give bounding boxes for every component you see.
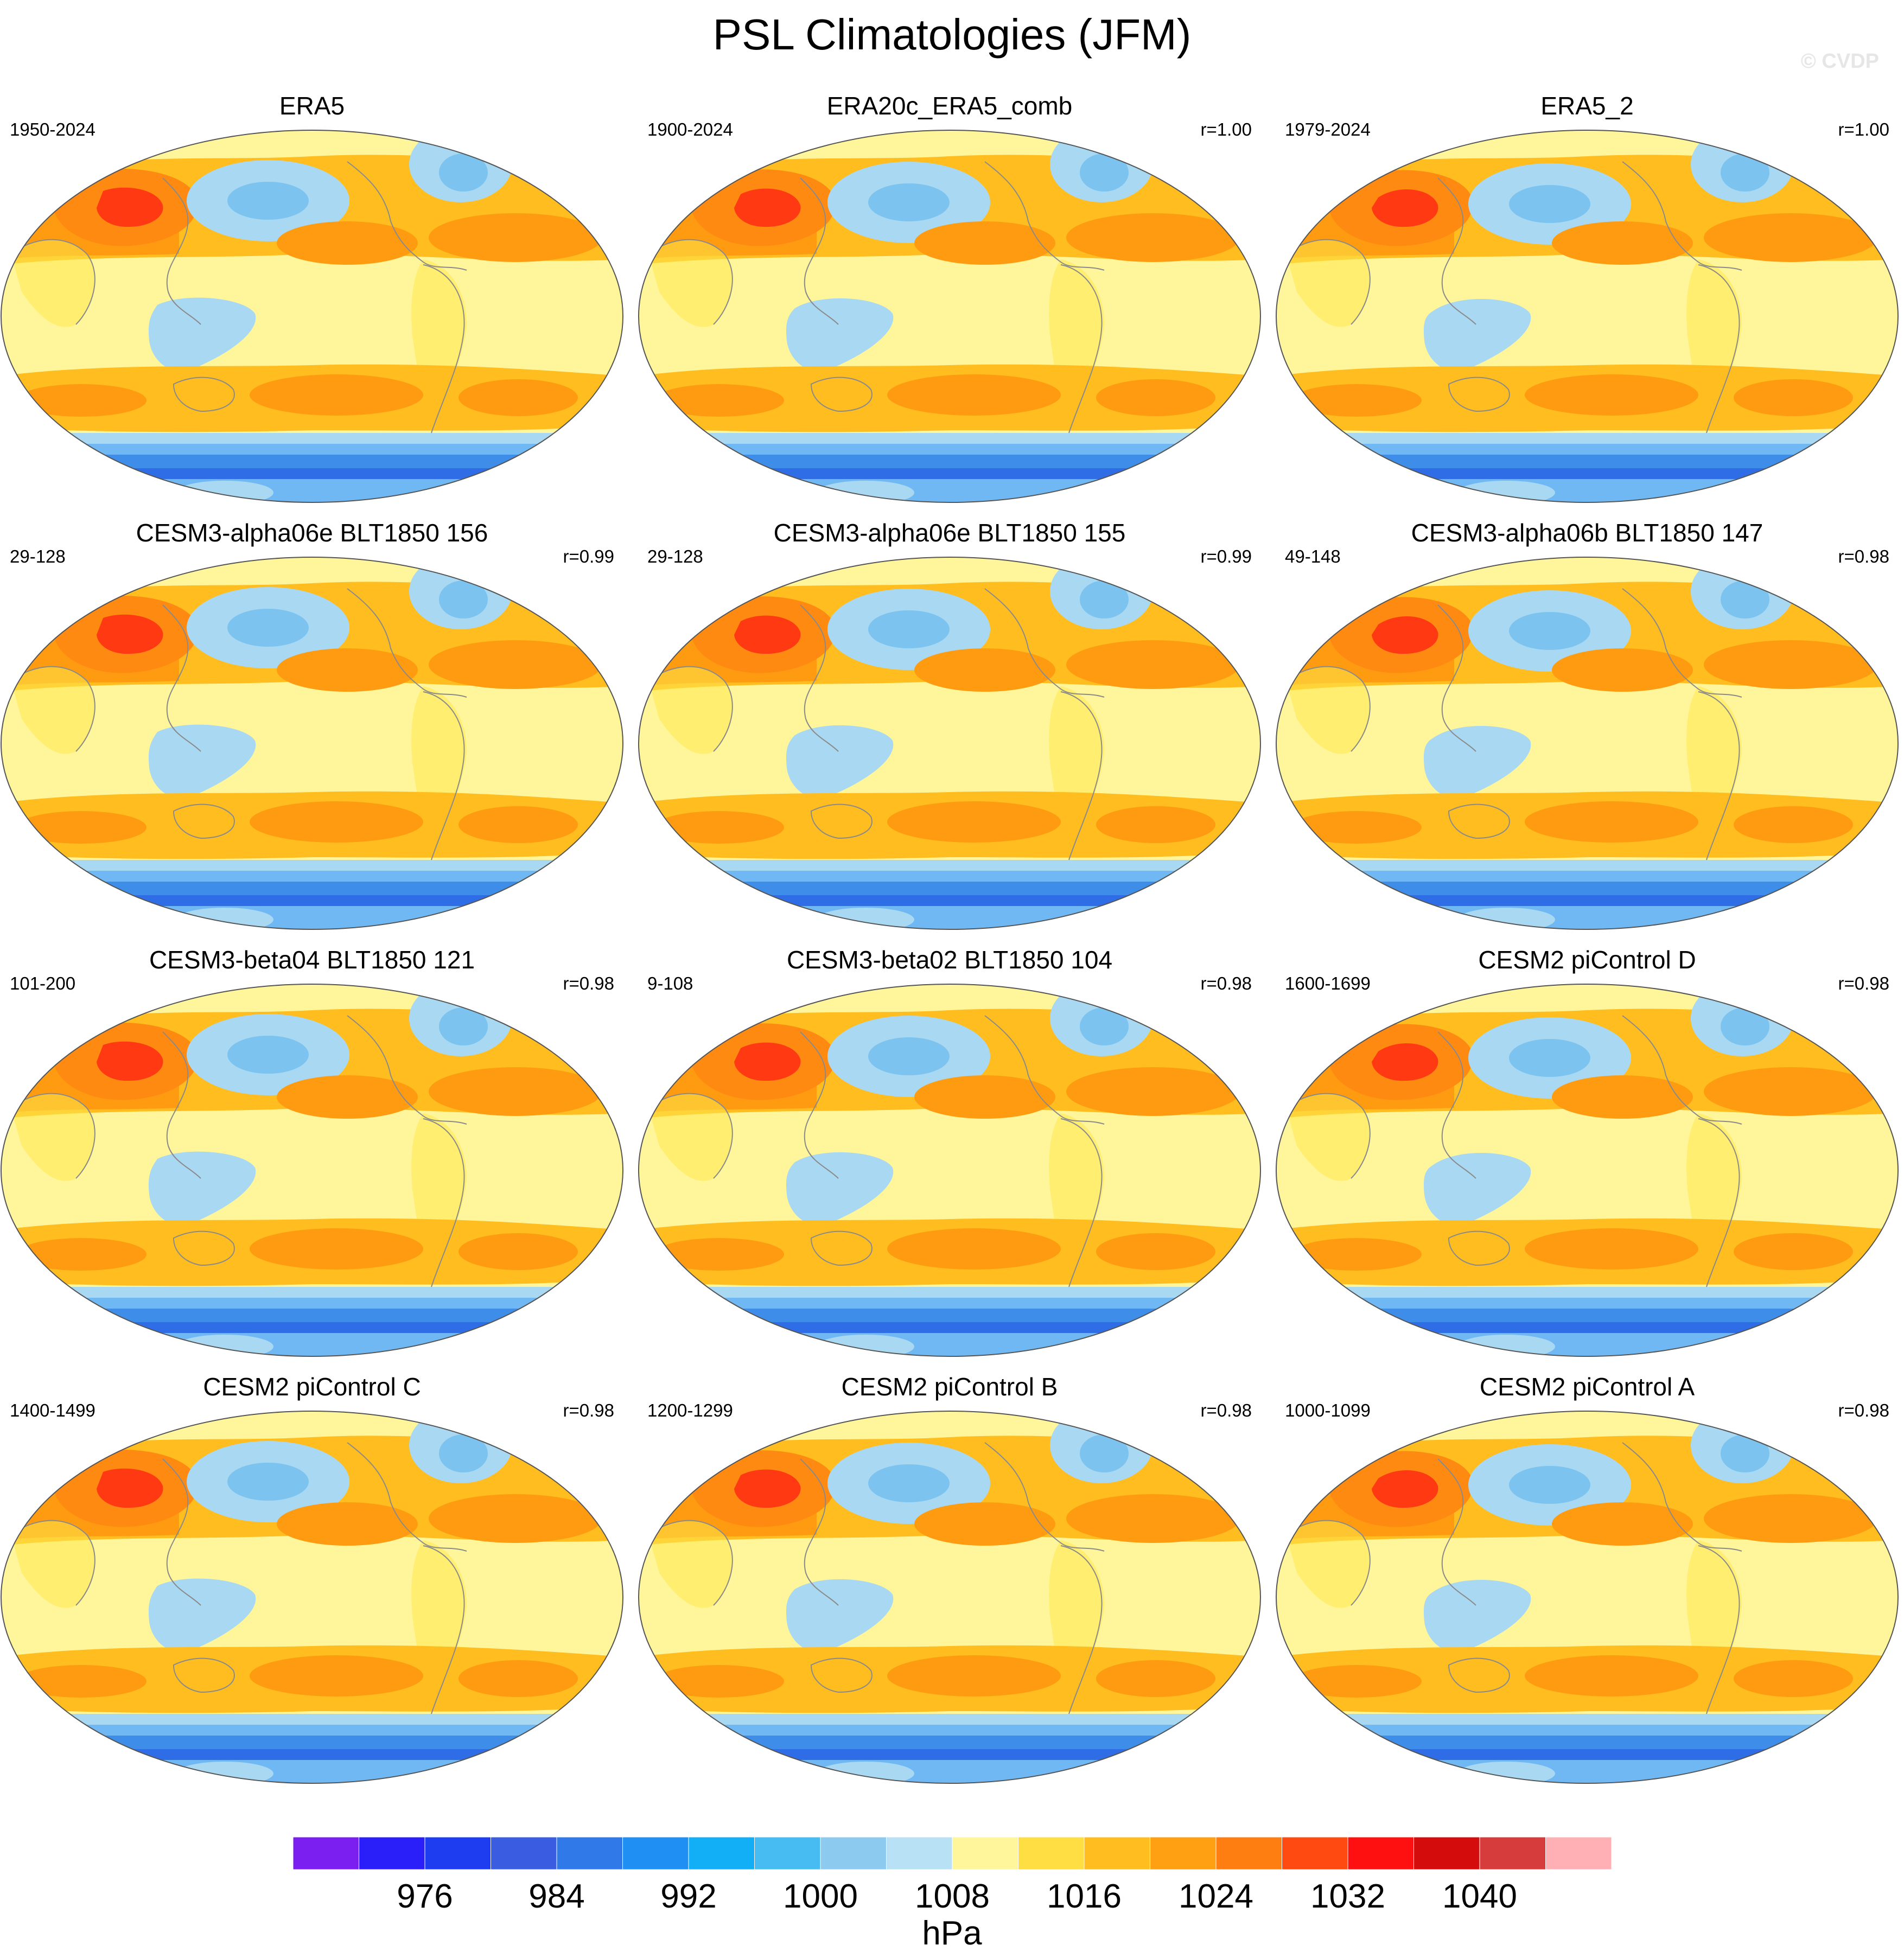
panel-period: 29-128: [10, 546, 66, 566]
psl-map: [1276, 1411, 1899, 1784]
colorbar-tick-label: 1024: [1179, 1878, 1253, 1915]
panel-correlation: r=0.98: [1200, 1400, 1252, 1420]
panel-title: CESM3-beta02 BLT1850 104: [786, 946, 1113, 974]
panel-correlation: r=0.98: [1200, 973, 1252, 993]
colorbar-box: [1084, 1837, 1150, 1870]
colorbar-units: hPa: [922, 1915, 982, 1952]
map-panel: CESM2 piControl C 1400-1499 r=0.98: [0, 1372, 624, 1784]
colorbar-box: [1545, 1837, 1612, 1870]
map-panel: CESM3-beta02 BLT1850 104 9-108 r=0.98: [638, 945, 1262, 1357]
colorbar-tick-label: 976: [397, 1878, 453, 1915]
panel-correlation: r=0.98: [1838, 1400, 1890, 1420]
psl-map: [1276, 557, 1899, 930]
panel-period: 1950-2024: [10, 119, 95, 139]
colorbar-tick-label: 1016: [1047, 1878, 1122, 1915]
psl-map: [638, 557, 1261, 930]
panel-title: CESM3-alpha06b BLT1850 147: [1411, 519, 1763, 547]
panel-period: 1979-2024: [1285, 119, 1371, 139]
colorbar-box: [1018, 1837, 1085, 1870]
panel-correlation: r=1.00: [1838, 119, 1890, 139]
colorbar-box: [688, 1837, 755, 1870]
panel-period: 101-200: [10, 973, 76, 993]
psl-map: [1, 130, 623, 503]
panel-title: CESM2 piControl C: [203, 1373, 421, 1401]
colorbar-labels: 976 984 992 1000 1008 1016 1024 1032 1040: [293, 1877, 1612, 1915]
panel-title: ERA5: [279, 92, 345, 120]
map-panel: CESM3-alpha06e BLT1850 156 29-128 r=0.99: [0, 518, 624, 930]
colorbar-box: [359, 1837, 425, 1870]
panel-title: CESM2 piControl A: [1479, 1373, 1695, 1401]
panel-correlation: r=1.00: [1200, 119, 1252, 139]
panel-title: CESM3-alpha06e BLT1850 156: [136, 519, 488, 547]
panel-title: CESM2 piControl B: [841, 1373, 1058, 1401]
panel-period: 29-128: [647, 546, 703, 566]
map-panel: CESM2 piControl A 1000-1099 r=0.98: [1275, 1372, 1899, 1784]
colorbar-tick-label: 1008: [915, 1878, 990, 1915]
panel-title: ERA5_2: [1540, 92, 1634, 120]
colorbar-box: [424, 1837, 491, 1870]
psl-map: [1276, 984, 1899, 1357]
cvdp-watermark: © CVDP: [1800, 50, 1879, 73]
colorbar-box: [1215, 1837, 1282, 1870]
psl-map: [1, 1411, 623, 1784]
colorbar: [293, 1837, 1612, 1870]
colorbar-box: [1413, 1837, 1480, 1870]
map-panel: ERA5 1950-2024: [0, 91, 624, 503]
colorbar-tick-label: 992: [660, 1878, 717, 1915]
psl-map: [1276, 130, 1899, 503]
map-panel: CESM2 piControl D 1600-1699 r=0.98: [1275, 945, 1899, 1357]
colorbar-box: [754, 1837, 821, 1870]
psl-map: [1, 984, 623, 1357]
colorbar-box: [622, 1837, 689, 1870]
panel-correlation: r=0.98: [563, 973, 615, 993]
colorbar-box: [556, 1837, 623, 1870]
colorbar-tick-label: 1032: [1310, 1878, 1385, 1915]
colorbar-box: [952, 1837, 1018, 1870]
panel-correlation: r=0.98: [1838, 546, 1890, 566]
panel-title: CESM3-alpha06e BLT1850 155: [773, 519, 1126, 547]
panel-period: 1900-2024: [647, 119, 733, 139]
panel-period: 1200-1299: [647, 1400, 733, 1420]
panel-period: 1400-1499: [10, 1400, 95, 1420]
colorbar-box: [293, 1837, 359, 1870]
panel-correlation: r=0.98: [1838, 973, 1890, 993]
psl-map: [638, 984, 1261, 1357]
panel-title: CESM2 piControl D: [1478, 946, 1696, 974]
colorbar-box: [1282, 1837, 1348, 1870]
panel-correlation: r=0.98: [563, 1400, 615, 1420]
map-panel: CESM2 piControl B 1200-1299 r=0.98: [638, 1372, 1262, 1784]
map-panel: CESM3-alpha06e BLT1850 155 29-128 r=0.99: [638, 518, 1262, 930]
panel-correlation: r=0.99: [1200, 546, 1252, 566]
panel-period: 49-148: [1285, 546, 1341, 566]
colorbar-tick-label: 1000: [783, 1878, 858, 1915]
figure-title: PSL Climatologies (JFM): [712, 10, 1192, 59]
colorbar-box: [1150, 1837, 1217, 1870]
psl-map: [1, 557, 623, 930]
colorbar-box: [886, 1837, 953, 1870]
map-panel: CESM3-alpha06b BLT1850 147 49-148 r=0.98: [1275, 518, 1899, 930]
psl-map: [638, 130, 1261, 503]
colorbar-tick-label: 1040: [1442, 1878, 1517, 1915]
colorbar-box: [1347, 1837, 1414, 1870]
panel-correlation: r=0.99: [563, 546, 615, 566]
map-panel: ERA20c_ERA5_comb 1900-2024 r=1.00: [638, 91, 1262, 503]
psl-map: [638, 1411, 1261, 1784]
map-panel: ERA5_2 1979-2024 r=1.00: [1275, 91, 1899, 503]
map-panel: CESM3-beta04 BLT1850 121 101-200 r=0.98: [0, 945, 624, 1357]
panel-period: 9-108: [647, 973, 693, 993]
colorbar-tick-label: 984: [528, 1878, 585, 1915]
colorbar-box: [1479, 1837, 1546, 1870]
colorbar-box: [820, 1837, 887, 1870]
panel-period: 1600-1699: [1285, 973, 1371, 993]
panel-title: CESM3-beta04 BLT1850 121: [149, 946, 475, 974]
colorbar-box: [491, 1837, 557, 1870]
panel-title: ERA20c_ERA5_comb: [826, 92, 1073, 120]
panel-period: 1000-1099: [1285, 1400, 1371, 1420]
